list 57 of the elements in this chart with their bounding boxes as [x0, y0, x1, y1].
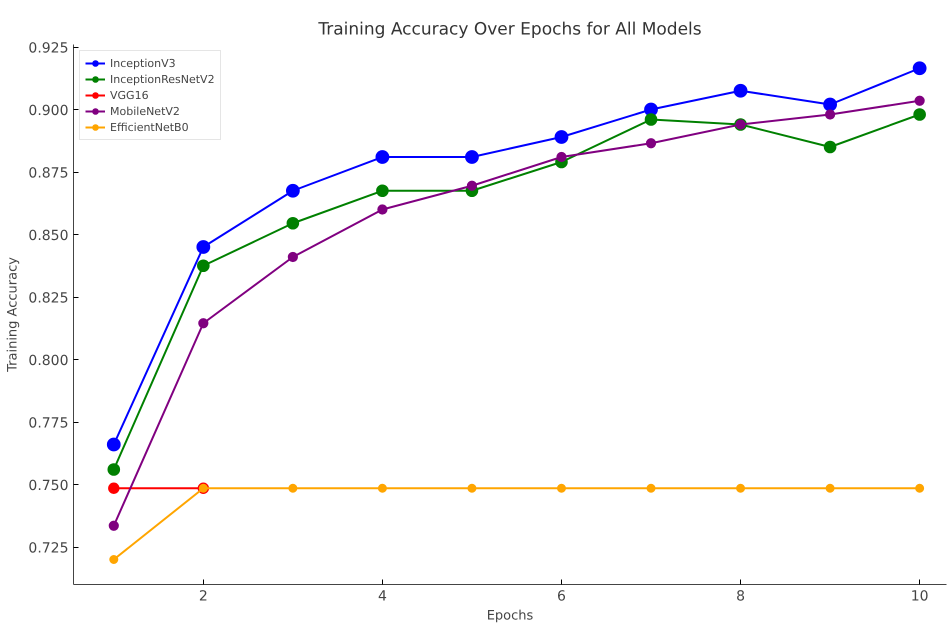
point — [556, 484, 566, 493]
point — [286, 216, 300, 230]
x-tick-label: 2 — [198, 588, 208, 604]
legend-label: InceptionV3 — [110, 56, 176, 70]
point — [825, 109, 836, 120]
point — [466, 180, 478, 191]
point — [377, 204, 388, 215]
legend-label: VGG16 — [110, 88, 149, 102]
point — [556, 152, 567, 162]
x-tick-label: 8 — [736, 588, 746, 604]
point — [646, 484, 656, 493]
point — [554, 130, 568, 144]
point — [465, 150, 479, 164]
point — [198, 318, 208, 328]
y-tick-label: 0.875 — [28, 166, 69, 182]
y-tick-label: 0.775 — [28, 416, 69, 432]
x-tick-label: 10 — [910, 588, 929, 604]
point — [915, 484, 924, 493]
point — [913, 108, 926, 121]
point — [376, 150, 390, 164]
point — [286, 184, 300, 198]
y-tick-label: 0.900 — [28, 103, 69, 119]
point — [106, 438, 121, 452]
point — [824, 140, 836, 154]
point — [109, 555, 118, 564]
y-tick-label: 0.800 — [28, 353, 69, 369]
point — [734, 84, 748, 98]
point — [736, 484, 746, 493]
point — [823, 98, 837, 112]
legend-label: InceptionResNetV2 — [110, 72, 215, 86]
point — [107, 463, 120, 476]
point — [376, 184, 389, 198]
point — [288, 484, 298, 493]
y-tick-label: 0.925 — [28, 40, 69, 56]
x-tick-label: 6 — [557, 588, 566, 604]
y-tick-label: 0.750 — [28, 478, 69, 494]
y-tick-label: 0.825 — [28, 290, 69, 306]
x-axis-title: Epochs — [486, 608, 534, 624]
point — [914, 96, 925, 106]
point — [288, 252, 298, 262]
point — [108, 482, 120, 494]
point — [826, 484, 835, 493]
point — [108, 520, 119, 531]
point — [196, 240, 210, 254]
point — [912, 61, 927, 76]
point — [644, 113, 658, 126]
point — [197, 259, 210, 272]
chart-title: Training Accuracy Over Epochs for All Models — [317, 20, 702, 40]
legend-label: EfficientNetB0 — [110, 120, 189, 134]
legend-label: MobileNetV2 — [110, 104, 180, 118]
y-tick-label: 0.725 — [28, 540, 69, 556]
point — [646, 138, 656, 148]
y-tick-label: 0.850 — [28, 228, 69, 244]
x-tick-label: 4 — [378, 588, 387, 604]
point — [467, 484, 476, 493]
y-axis-title: Training Accuracy — [5, 256, 20, 373]
point — [378, 484, 387, 493]
